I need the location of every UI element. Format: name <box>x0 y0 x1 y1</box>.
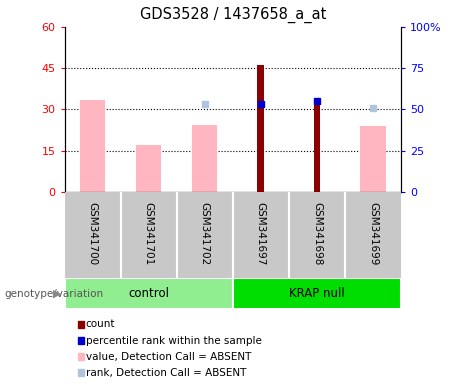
Text: GSM341700: GSM341700 <box>88 202 98 265</box>
Bar <box>192 124 218 192</box>
Text: GSM341698: GSM341698 <box>312 202 322 265</box>
Text: ▶: ▶ <box>53 289 61 299</box>
Bar <box>313 104 320 192</box>
Text: rank, Detection Call = ABSENT: rank, Detection Call = ABSENT <box>86 368 246 378</box>
Bar <box>361 126 386 192</box>
FancyBboxPatch shape <box>233 278 401 309</box>
Text: genotype/variation: genotype/variation <box>5 289 104 299</box>
Bar <box>258 65 264 192</box>
Title: GDS3528 / 1437658_a_at: GDS3528 / 1437658_a_at <box>140 7 326 23</box>
Text: KRAP null: KRAP null <box>289 287 345 300</box>
Text: value, Detection Call = ABSENT: value, Detection Call = ABSENT <box>86 352 251 362</box>
Text: count: count <box>86 319 115 329</box>
Text: percentile rank within the sample: percentile rank within the sample <box>86 336 262 346</box>
FancyBboxPatch shape <box>65 278 233 309</box>
Text: GSM341699: GSM341699 <box>368 202 378 265</box>
Text: GSM341702: GSM341702 <box>200 202 210 265</box>
Text: GSM341701: GSM341701 <box>144 202 154 265</box>
Bar <box>136 145 161 192</box>
Bar <box>80 100 105 192</box>
Text: GSM341697: GSM341697 <box>256 202 266 265</box>
Text: control: control <box>128 287 169 300</box>
